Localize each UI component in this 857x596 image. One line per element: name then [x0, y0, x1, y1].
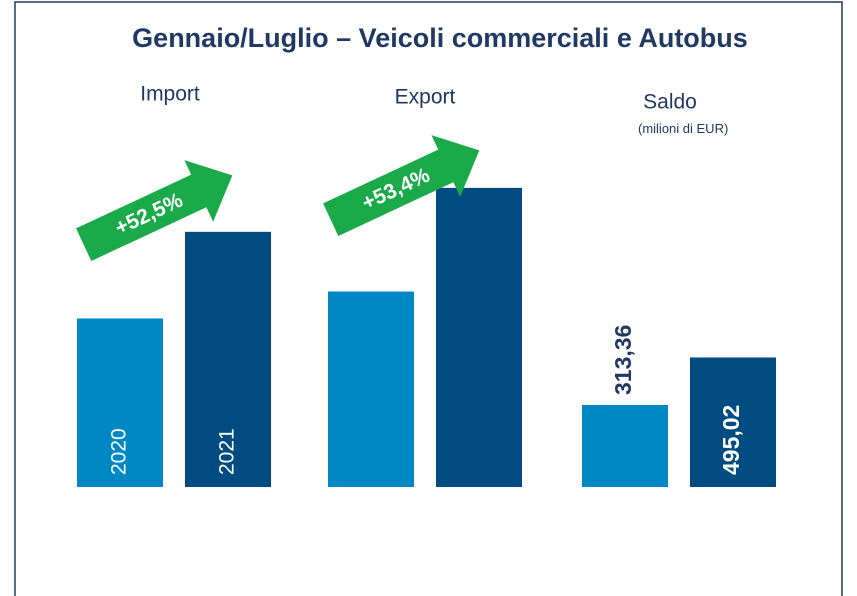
value-label: 313,36: [610, 325, 636, 395]
series-label: 2020: [108, 428, 131, 475]
bar: [690, 357, 776, 487]
bar: [436, 187, 522, 488]
bar: [77, 318, 163, 487]
value-label: 495,02: [718, 405, 744, 475]
unit-note: (milioni di EUR): [638, 121, 729, 136]
category-label: Import: [140, 83, 200, 106]
arrow-shape: [323, 135, 480, 236]
category-label: Export: [395, 86, 456, 109]
frame: [14, 1, 843, 596]
chart-title: Gennaio/Luglio – Veicoli commerciali e A…: [132, 23, 748, 53]
bar: [185, 231, 271, 487]
bar: [328, 291, 414, 487]
series-label: 2021: [216, 428, 239, 475]
bar: [582, 404, 668, 487]
arrow-shape: [76, 160, 233, 261]
category-label: Saldo: [643, 91, 697, 114]
